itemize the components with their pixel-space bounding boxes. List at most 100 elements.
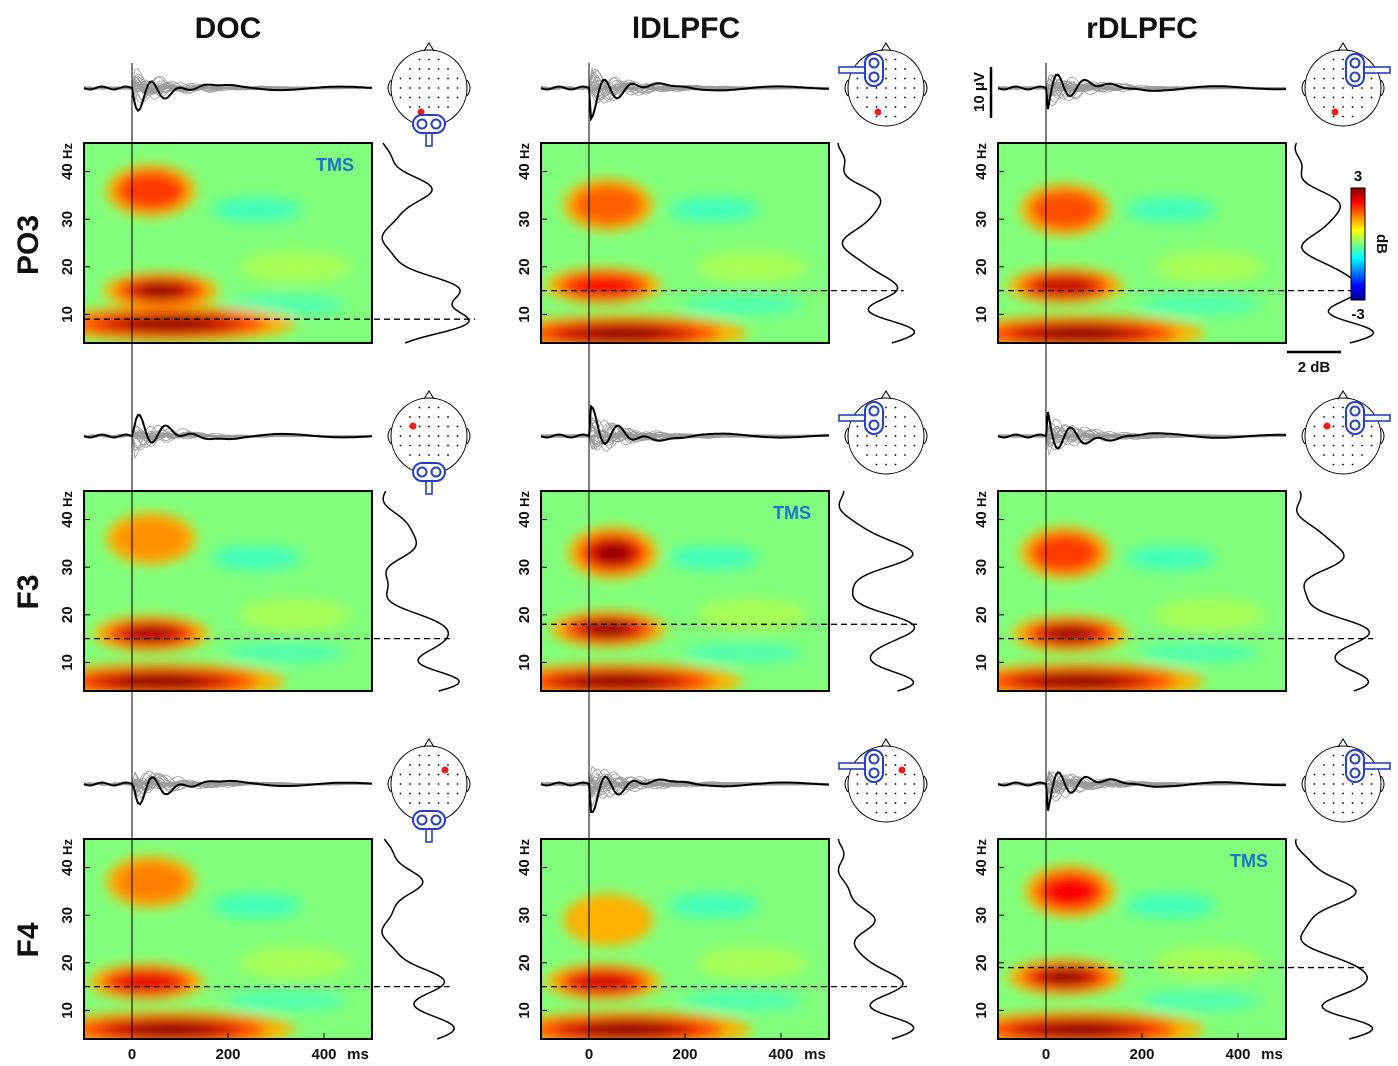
ear-left-icon bbox=[387, 775, 392, 793]
electrode-dot bbox=[428, 96, 430, 99]
erp-channel-trace bbox=[997, 427, 1287, 457]
electrode-dot bbox=[1332, 106, 1335, 108]
electrode-dot bbox=[885, 416, 887, 418]
electrode-dot bbox=[437, 764, 440, 766]
heatmap-frame bbox=[540, 142, 830, 344]
electrode-dot bbox=[1342, 68, 1344, 70]
erp-channel-trace bbox=[997, 771, 1286, 790]
electrode-dot bbox=[894, 406, 897, 409]
electrode-dot bbox=[456, 773, 459, 776]
electrode-dot bbox=[447, 106, 449, 108]
ear-left-icon bbox=[1301, 775, 1306, 793]
electrode-dot bbox=[1332, 435, 1335, 437]
electrode-dot bbox=[894, 811, 897, 814]
heatmap-bg bbox=[541, 143, 829, 343]
electrode-dot bbox=[875, 792, 878, 795]
erp-selected-trace bbox=[83, 80, 373, 113]
electrode-dot bbox=[894, 802, 897, 804]
electrode-dot bbox=[409, 783, 411, 785]
electrode-dot bbox=[1332, 454, 1335, 456]
erp-channel-trace bbox=[540, 421, 830, 445]
electrode-dot bbox=[1351, 87, 1354, 89]
electrode-dot bbox=[913, 783, 916, 785]
y-tick-label: 20 bbox=[516, 606, 533, 623]
electrode-dot bbox=[418, 454, 421, 456]
y-axis-unit: Hz bbox=[974, 491, 989, 507]
heatmap bbox=[998, 143, 1286, 343]
y-tick-label: 40 bbox=[59, 859, 76, 876]
electrode-dot bbox=[437, 802, 440, 804]
y-axis-unit: Hz bbox=[974, 143, 989, 159]
electrode-dot bbox=[1313, 96, 1316, 99]
electrode-dot bbox=[904, 96, 906, 99]
electrode-dot bbox=[1342, 783, 1344, 785]
panel-f4-ldlpfc: 10 20 30 40 Hz 0 200 400 ms bbox=[516, 738, 928, 1063]
electrode-dot bbox=[904, 444, 906, 447]
electrode-dot bbox=[1332, 96, 1335, 99]
erp-channel-trace bbox=[998, 425, 1286, 451]
erp-channel-trace bbox=[84, 773, 373, 799]
selected-electrode bbox=[1323, 422, 1331, 430]
electrode-dot bbox=[1332, 406, 1335, 409]
y-tick-label: 40 bbox=[516, 859, 533, 876]
electrode-dot bbox=[1351, 463, 1354, 466]
electrode-dot bbox=[856, 773, 859, 776]
spectrum-curve bbox=[1294, 142, 1375, 344]
electrode-dot bbox=[904, 454, 906, 456]
electrode-dot bbox=[866, 783, 868, 785]
electrode-dot bbox=[1342, 58, 1344, 61]
electrode-dot bbox=[1342, 406, 1344, 409]
electrode-dot bbox=[866, 96, 868, 99]
electrode-dot bbox=[875, 802, 878, 804]
nose-icon bbox=[1337, 390, 1349, 400]
scalp-topography bbox=[838, 390, 928, 475]
heatmap-frame bbox=[83, 490, 373, 692]
electrode-dot bbox=[1323, 96, 1325, 99]
erp-butterfly bbox=[997, 411, 1287, 457]
electrode-dot bbox=[856, 783, 859, 785]
electrode-dot bbox=[1342, 87, 1344, 89]
electrode-dot bbox=[1323, 802, 1325, 804]
selected-electrode bbox=[1331, 108, 1339, 116]
nose-icon bbox=[880, 738, 892, 748]
electrode-dot bbox=[1361, 87, 1363, 89]
nose-icon bbox=[1337, 42, 1349, 52]
erp-channel-trace bbox=[83, 425, 373, 460]
ear-right-icon bbox=[923, 775, 928, 793]
erp-channel-trace bbox=[83, 73, 373, 94]
electrode-dot bbox=[1370, 444, 1373, 447]
x-axis-unit: ms bbox=[1261, 1046, 1283, 1063]
y-tick-label: 30 bbox=[59, 211, 76, 228]
electrode-dot bbox=[1332, 115, 1335, 118]
electrode-dot bbox=[913, 96, 916, 99]
electrode-dot bbox=[437, 416, 440, 418]
tms-coil-icon bbox=[1345, 53, 1391, 87]
electrode-dot bbox=[1342, 106, 1344, 108]
electrode-dot bbox=[1323, 764, 1325, 766]
panel-f4-doc: 10 20 30 40 Hz 0 200 400 ms bbox=[59, 738, 471, 1063]
electrode-dot bbox=[418, 783, 421, 785]
electrode-dot bbox=[418, 444, 421, 447]
heatmap-blob bbox=[141, 284, 181, 297]
colorbar-max-label: 3 bbox=[1354, 168, 1362, 185]
electrode-dot bbox=[856, 77, 859, 80]
nose-icon bbox=[1337, 738, 1349, 748]
y-tick-label: 10 bbox=[59, 1002, 76, 1019]
electrode-dot bbox=[428, 58, 430, 61]
electrode-dot bbox=[428, 802, 430, 804]
electrode-dot bbox=[456, 444, 459, 447]
electrode-dot bbox=[1370, 773, 1373, 776]
electrode-dot bbox=[428, 68, 430, 70]
heatmap-blob bbox=[580, 327, 666, 340]
y-tick-label: 30 bbox=[59, 559, 76, 576]
erp-channel-trace bbox=[540, 66, 830, 97]
y-axis-unit: Hz bbox=[60, 143, 75, 159]
electrode-dot bbox=[1313, 77, 1316, 80]
y-tick-label: 30 bbox=[516, 907, 533, 924]
tms-label: TMS bbox=[316, 155, 354, 175]
electrode-dot bbox=[1313, 425, 1316, 428]
electrode-dot bbox=[409, 773, 411, 776]
electrode-dot bbox=[1332, 444, 1335, 447]
electrode-dot bbox=[428, 416, 430, 418]
electrode-dot bbox=[894, 773, 897, 776]
